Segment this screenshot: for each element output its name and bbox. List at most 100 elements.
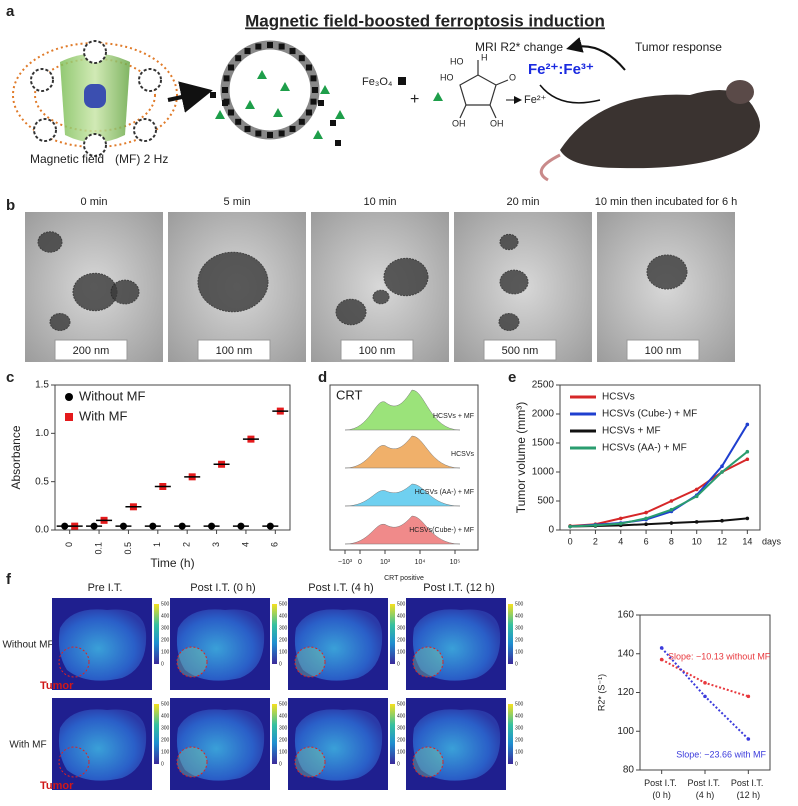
icon (433, 92, 443, 101)
colorbar-tick: 300 (515, 725, 524, 731)
mri-slice (294, 609, 383, 681)
legend-label: HCSVs (Cube-) + MF (602, 409, 697, 420)
colorbar (272, 604, 277, 664)
colorbar-tick: 400 (279, 713, 288, 719)
legend-marker (65, 393, 73, 401)
panel-a: a Magnetic field-boosted ferroptosis ind… (6, 3, 760, 182)
column-label: Post I.T. (4 h) (308, 582, 373, 594)
mri-slice (294, 709, 383, 781)
nanoparticle (223, 75, 230, 82)
colorbar-tick: 300 (397, 625, 406, 631)
scale-label: 100 nm (645, 345, 682, 357)
x-tick-label: 12 (717, 536, 727, 546)
mri-slice (58, 709, 147, 781)
colorbar-tick: 0 (397, 661, 400, 667)
colorbar (508, 604, 513, 664)
colorbar-tick: 500 (161, 601, 170, 607)
colorbar-tick: 0 (161, 761, 164, 767)
tumor-outline (294, 746, 326, 778)
colorbar-tick: 100 (161, 749, 170, 755)
nanoparticle (235, 55, 242, 62)
scale-label: 200 nm (73, 345, 110, 357)
y-tick-label: 80 (623, 765, 635, 776)
panel-title: CRT (336, 387, 363, 402)
scale-box (626, 339, 700, 361)
particle (197, 251, 269, 313)
x-tick-label: 2 (182, 542, 192, 547)
colorbar-tick: 400 (515, 713, 524, 719)
nanoparticle (289, 125, 296, 132)
nanoparticle (278, 43, 285, 50)
colorbar-tick: 500 (397, 701, 406, 707)
point (644, 510, 648, 515)
arrow (167, 81, 213, 113)
colorbar-tick: 0 (397, 761, 400, 767)
y-tick-label: 1.0 (35, 428, 49, 439)
x-tick-label: 14 (742, 536, 752, 546)
scale-box (483, 339, 557, 361)
colorbar-tick: 200 (279, 637, 288, 643)
legend-label: Without MF (79, 388, 146, 403)
label: HO (450, 56, 464, 66)
particle (335, 298, 367, 326)
tumor-outline (412, 746, 444, 778)
plot-frame (559, 384, 761, 531)
x-tick-label: 10³ (380, 559, 391, 566)
series-line (660, 647, 750, 740)
series-line (570, 423, 749, 528)
particle (646, 254, 688, 290)
x-tick-label: Post I.T. (4 h) (687, 778, 722, 800)
panel-b: b 0 min 200 nm 5 min 100 nm 10 min 100 nm 20 m… (6, 196, 737, 362)
point (659, 646, 664, 650)
nanoparticle (335, 140, 341, 146)
tumor-outline (294, 646, 326, 678)
panel-d: CRT CRT positive HCSVs + MF HCSVs HCSVs (A… (329, 384, 479, 582)
colorbar-tick: 200 (397, 637, 406, 643)
point (694, 520, 699, 524)
colorbar-tick: 400 (279, 613, 288, 619)
colorbar-tick: 500 (279, 601, 288, 607)
track-label: HCSVs + MF (433, 413, 474, 420)
legend-label: HCSVs + MF (602, 426, 661, 437)
track-label: HCSVs (AA-) + MF (415, 489, 474, 496)
panel-letter: c (6, 369, 14, 386)
y-tick-label: 140 (617, 648, 634, 659)
image-label: 10 min then incubated for 6 h (595, 196, 737, 208)
y-tick-label: 100 (617, 726, 634, 737)
colorbar-tick: 100 (515, 749, 524, 755)
label: OH (490, 118, 504, 128)
colorbar-tick: 100 (397, 649, 406, 655)
particle (498, 313, 520, 331)
arrow (566, 37, 626, 71)
colorbar-tick: 300 (279, 625, 288, 631)
point (659, 657, 664, 662)
histogram (344, 483, 461, 507)
label: Tumor response (635, 40, 722, 54)
point (669, 499, 674, 503)
tumor-outline (412, 646, 444, 678)
x-tick-label: 0 (358, 559, 362, 566)
nanoparticle (330, 120, 336, 126)
colorbar-tick: 0 (279, 661, 282, 667)
plot-frame (639, 614, 771, 771)
y-tick-label: 120 (617, 687, 634, 698)
x-tick-label: 0 (64, 542, 74, 547)
point (720, 470, 724, 474)
tumor-label: Tumor (40, 780, 74, 792)
tumor-outline (176, 646, 208, 678)
panel-letter: e (508, 369, 516, 386)
mri-slice (176, 609, 265, 681)
column-label: Pre I.T. (88, 582, 123, 594)
colorbar-tick: 100 (515, 649, 524, 655)
x-tick-label: 8 (669, 536, 674, 546)
nanoparticle (255, 130, 262, 137)
molecule (459, 60, 509, 119)
scale-label: 100 nm (216, 345, 253, 357)
y-axis-label: Tumor volume (mm³) (514, 402, 528, 514)
colorbar-tick: 300 (161, 725, 170, 731)
nanoparticle (267, 42, 273, 48)
colorbar-tick: 0 (515, 761, 518, 767)
y-axis-label: R2* (S⁻¹) (596, 674, 606, 711)
label: Magnetic field (30, 152, 104, 166)
point (703, 681, 707, 685)
